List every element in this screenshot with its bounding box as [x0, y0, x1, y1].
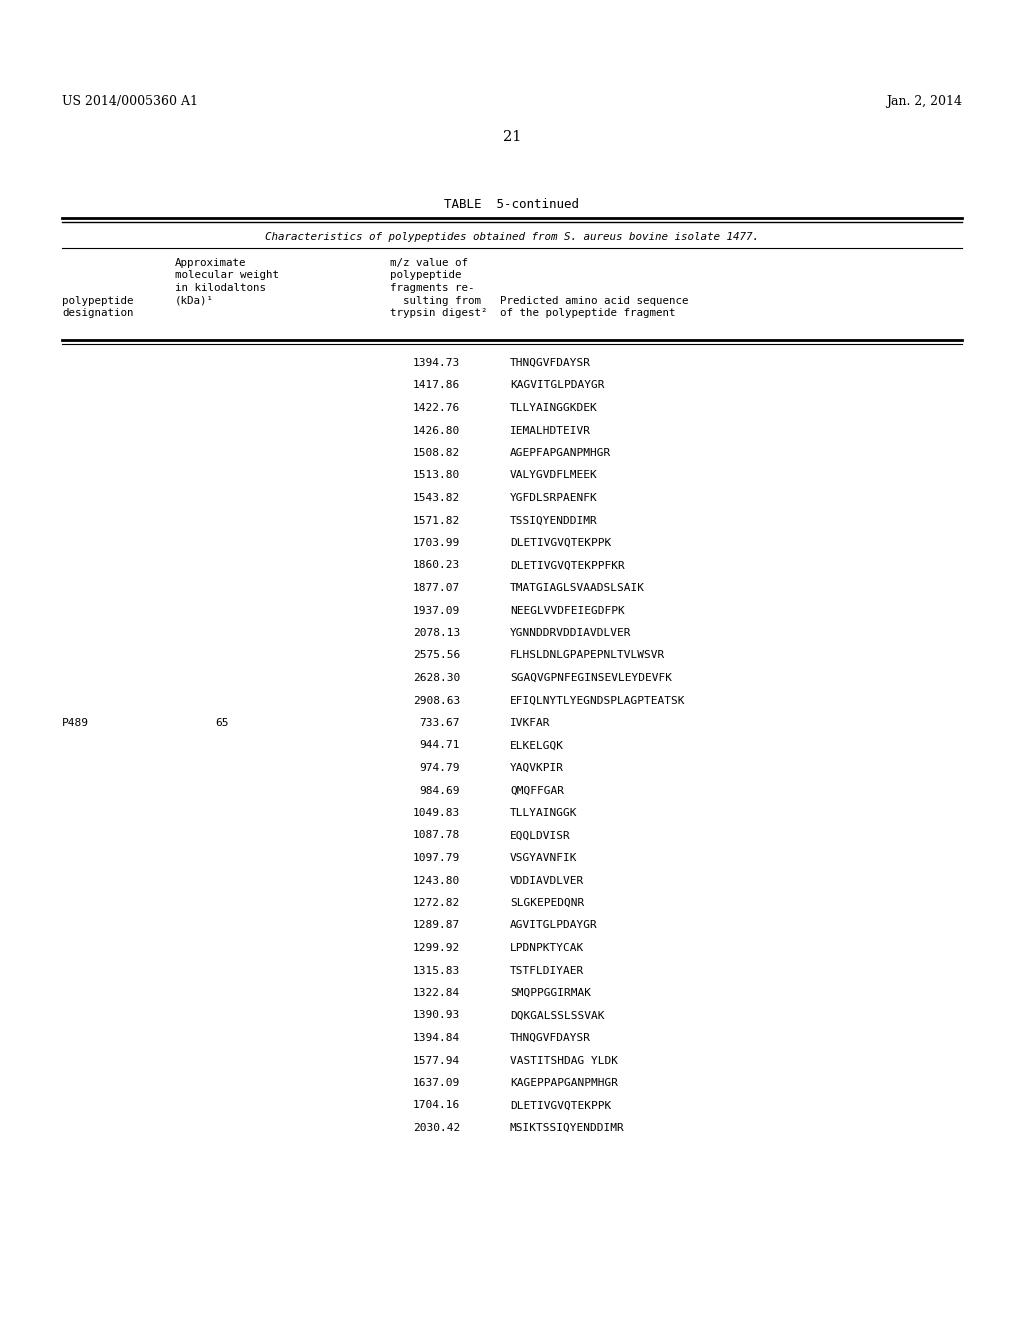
Text: 1243.80: 1243.80 [413, 875, 460, 886]
Text: 1394.84: 1394.84 [413, 1034, 460, 1043]
Text: YGNNDDRVDDIAVDLVER: YGNNDDRVDDIAVDLVER [510, 628, 632, 638]
Text: TLLYAINGGKDEK: TLLYAINGGKDEK [510, 403, 598, 413]
Text: polypeptide: polypeptide [390, 271, 462, 281]
Text: 1322.84: 1322.84 [413, 987, 460, 998]
Text: IEMALHDTEIVR: IEMALHDTEIVR [510, 425, 591, 436]
Text: 65: 65 [215, 718, 228, 729]
Text: 984.69: 984.69 [420, 785, 460, 796]
Text: trypsin digest²: trypsin digest² [390, 308, 487, 318]
Text: 1390.93: 1390.93 [413, 1011, 460, 1020]
Text: DLETIVGVQTEKPPK: DLETIVGVQTEKPPK [510, 1101, 611, 1110]
Text: VASTITSHDAG YLDK: VASTITSHDAG YLDK [510, 1056, 618, 1065]
Text: VSGYAVNFIK: VSGYAVNFIK [510, 853, 578, 863]
Text: IVKFAR: IVKFAR [510, 718, 551, 729]
Text: DLETIVGVQTEKPPK: DLETIVGVQTEKPPK [510, 539, 611, 548]
Text: 974.79: 974.79 [420, 763, 460, 774]
Text: YGFDLSRPAENFK: YGFDLSRPAENFK [510, 492, 598, 503]
Text: fragments re-: fragments re- [390, 282, 474, 293]
Text: YAQVKPIR: YAQVKPIR [510, 763, 564, 774]
Text: EQQLDVISR: EQQLDVISR [510, 830, 570, 841]
Text: TABLE  5-continued: TABLE 5-continued [444, 198, 580, 211]
Text: MSIKTSSIQYENDDIMR: MSIKTSSIQYENDDIMR [510, 1123, 625, 1133]
Text: VDDIAVDLVER: VDDIAVDLVER [510, 875, 585, 886]
Text: SGAQVGPNFEGINSEVLEYDEVFK: SGAQVGPNFEGINSEVLEYDEVFK [510, 673, 672, 682]
Text: TLLYAINGGK: TLLYAINGGK [510, 808, 578, 818]
Text: 1543.82: 1543.82 [413, 492, 460, 503]
Text: of the polypeptide fragment: of the polypeptide fragment [500, 308, 676, 318]
Text: in kilodaltons: in kilodaltons [175, 282, 266, 293]
Text: molecular weight: molecular weight [175, 271, 279, 281]
Text: 1422.76: 1422.76 [413, 403, 460, 413]
Text: TSTFLDIYAER: TSTFLDIYAER [510, 965, 585, 975]
Text: 2575.56: 2575.56 [413, 651, 460, 660]
Text: m/z value of: m/z value of [390, 257, 468, 268]
Text: 21: 21 [503, 129, 521, 144]
Text: TMATGIAGLSVAADSLSAIK: TMATGIAGLSVAADSLSAIK [510, 583, 645, 593]
Text: QMQFFGAR: QMQFFGAR [510, 785, 564, 796]
Text: VALYGVDFLMEEK: VALYGVDFLMEEK [510, 470, 598, 480]
Text: SMQPPGGIRMAK: SMQPPGGIRMAK [510, 987, 591, 998]
Text: FLHSLDNLGPAPEPNLTVLWSVR: FLHSLDNLGPAPEPNLTVLWSVR [510, 651, 666, 660]
Text: 1049.83: 1049.83 [413, 808, 460, 818]
Text: polypeptide: polypeptide [62, 296, 133, 305]
Text: KAGVITGLPDAYGR: KAGVITGLPDAYGR [510, 380, 604, 391]
Text: AGVITGLPDAYGR: AGVITGLPDAYGR [510, 920, 598, 931]
Text: KAGEPPAPGANPMHGR: KAGEPPAPGANPMHGR [510, 1078, 618, 1088]
Text: THNQGVFDAYSR: THNQGVFDAYSR [510, 1034, 591, 1043]
Text: Jan. 2, 2014: Jan. 2, 2014 [886, 95, 962, 108]
Text: 1299.92: 1299.92 [413, 942, 460, 953]
Text: TSSIQYENDDIMR: TSSIQYENDDIMR [510, 516, 598, 525]
Text: 1571.82: 1571.82 [413, 516, 460, 525]
Text: 1877.07: 1877.07 [413, 583, 460, 593]
Text: 1577.94: 1577.94 [413, 1056, 460, 1065]
Text: 1937.09: 1937.09 [413, 606, 460, 615]
Text: Characteristics of polypeptides obtained from S. aureus bovine isolate 1477.: Characteristics of polypeptides obtained… [265, 232, 759, 242]
Text: 944.71: 944.71 [420, 741, 460, 751]
Text: 1703.99: 1703.99 [413, 539, 460, 548]
Text: SLGKEPEDQNR: SLGKEPEDQNR [510, 898, 585, 908]
Text: 1508.82: 1508.82 [413, 447, 460, 458]
Text: LPDNPKTYCAK: LPDNPKTYCAK [510, 942, 585, 953]
Text: 1704.16: 1704.16 [413, 1101, 460, 1110]
Text: US 2014/0005360 A1: US 2014/0005360 A1 [62, 95, 198, 108]
Text: (kDa)¹: (kDa)¹ [175, 296, 214, 305]
Text: 1426.80: 1426.80 [413, 425, 460, 436]
Text: sulting from: sulting from [390, 296, 481, 305]
Text: AGEPFAPGANPMHGR: AGEPFAPGANPMHGR [510, 447, 611, 458]
Text: NEEGLVVDFEIEGDFPK: NEEGLVVDFEIEGDFPK [510, 606, 625, 615]
Text: P489: P489 [62, 718, 89, 729]
Text: 2628.30: 2628.30 [413, 673, 460, 682]
Text: 1087.78: 1087.78 [413, 830, 460, 841]
Text: ELKELGQK: ELKELGQK [510, 741, 564, 751]
Text: 1097.79: 1097.79 [413, 853, 460, 863]
Text: DQKGALSSLSSVAK: DQKGALSSLSSVAK [510, 1011, 604, 1020]
Text: 733.67: 733.67 [420, 718, 460, 729]
Text: 1637.09: 1637.09 [413, 1078, 460, 1088]
Text: DLETIVGVQTEKPPFKR: DLETIVGVQTEKPPFKR [510, 561, 625, 570]
Text: Predicted amino acid sequence: Predicted amino acid sequence [500, 296, 688, 305]
Text: 1272.82: 1272.82 [413, 898, 460, 908]
Text: 2078.13: 2078.13 [413, 628, 460, 638]
Text: 1513.80: 1513.80 [413, 470, 460, 480]
Text: 1394.73: 1394.73 [413, 358, 460, 368]
Text: 1289.87: 1289.87 [413, 920, 460, 931]
Text: designation: designation [62, 308, 133, 318]
Text: THNQGVFDAYSR: THNQGVFDAYSR [510, 358, 591, 368]
Text: 1315.83: 1315.83 [413, 965, 460, 975]
Text: EFIQLNYTLYEGNDSPLAGPTEATSK: EFIQLNYTLYEGNDSPLAGPTEATSK [510, 696, 685, 705]
Text: 1860.23: 1860.23 [413, 561, 460, 570]
Text: 2030.42: 2030.42 [413, 1123, 460, 1133]
Text: Approximate: Approximate [175, 257, 247, 268]
Text: 1417.86: 1417.86 [413, 380, 460, 391]
Text: 2908.63: 2908.63 [413, 696, 460, 705]
